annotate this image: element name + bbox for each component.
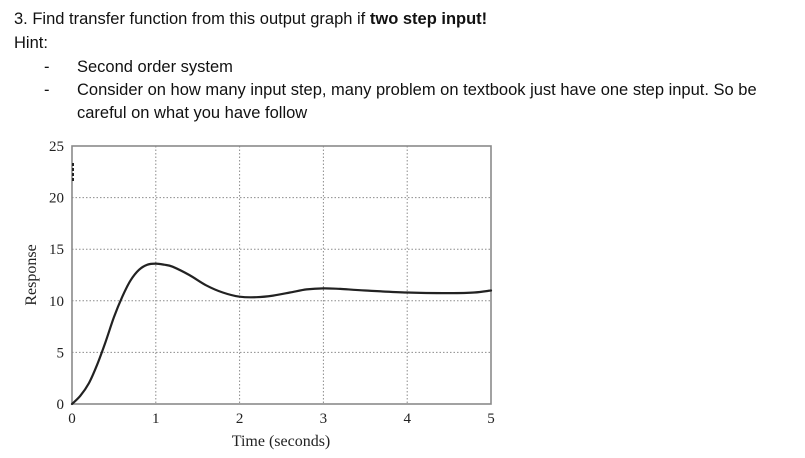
x-axis-label: Time (seconds): [232, 433, 331, 450]
y-axis-label: Response: [23, 244, 40, 305]
plot-frame: [71, 145, 492, 405]
x-tick-label: 3: [320, 411, 328, 427]
response-curve: [70, 262, 493, 406]
question-title: 3. Find transfer function from this outp…: [14, 10, 487, 29]
y-tick-label: 10: [49, 294, 64, 310]
y-tick-label: 0: [57, 397, 65, 413]
x-tick-label: 0: [68, 411, 76, 427]
question-prefix: 3. Find transfer function from this outp…: [14, 10, 370, 28]
bullet-text-1: Second order system: [77, 58, 233, 76]
hint-label: Hint:: [14, 34, 48, 52]
chart-grid: [72, 146, 491, 404]
y-tick-label: 15: [49, 242, 64, 258]
bullet-marker-2: -: [44, 81, 50, 99]
bullet-marker-1: -: [44, 58, 50, 76]
chart-tick-labels: 0 1 2 3 4 5 0 5 10 15 20 25: [49, 139, 495, 427]
y-tick-label: 5: [57, 345, 65, 361]
y-tick-label: 25: [49, 139, 64, 155]
x-tick-label: 4: [403, 411, 411, 427]
question-bold: two step input!: [369, 10, 488, 28]
bullet-text-2-continued: careful on what you have follow: [77, 104, 308, 122]
x-tick-label: 2: [236, 411, 244, 427]
x-tick-label: 1: [152, 411, 160, 427]
x-tick-label: 5: [487, 411, 495, 427]
bullet-text-2: Consider on how many input step, many pr…: [77, 81, 757, 99]
y-tick-label: 20: [49, 191, 64, 207]
